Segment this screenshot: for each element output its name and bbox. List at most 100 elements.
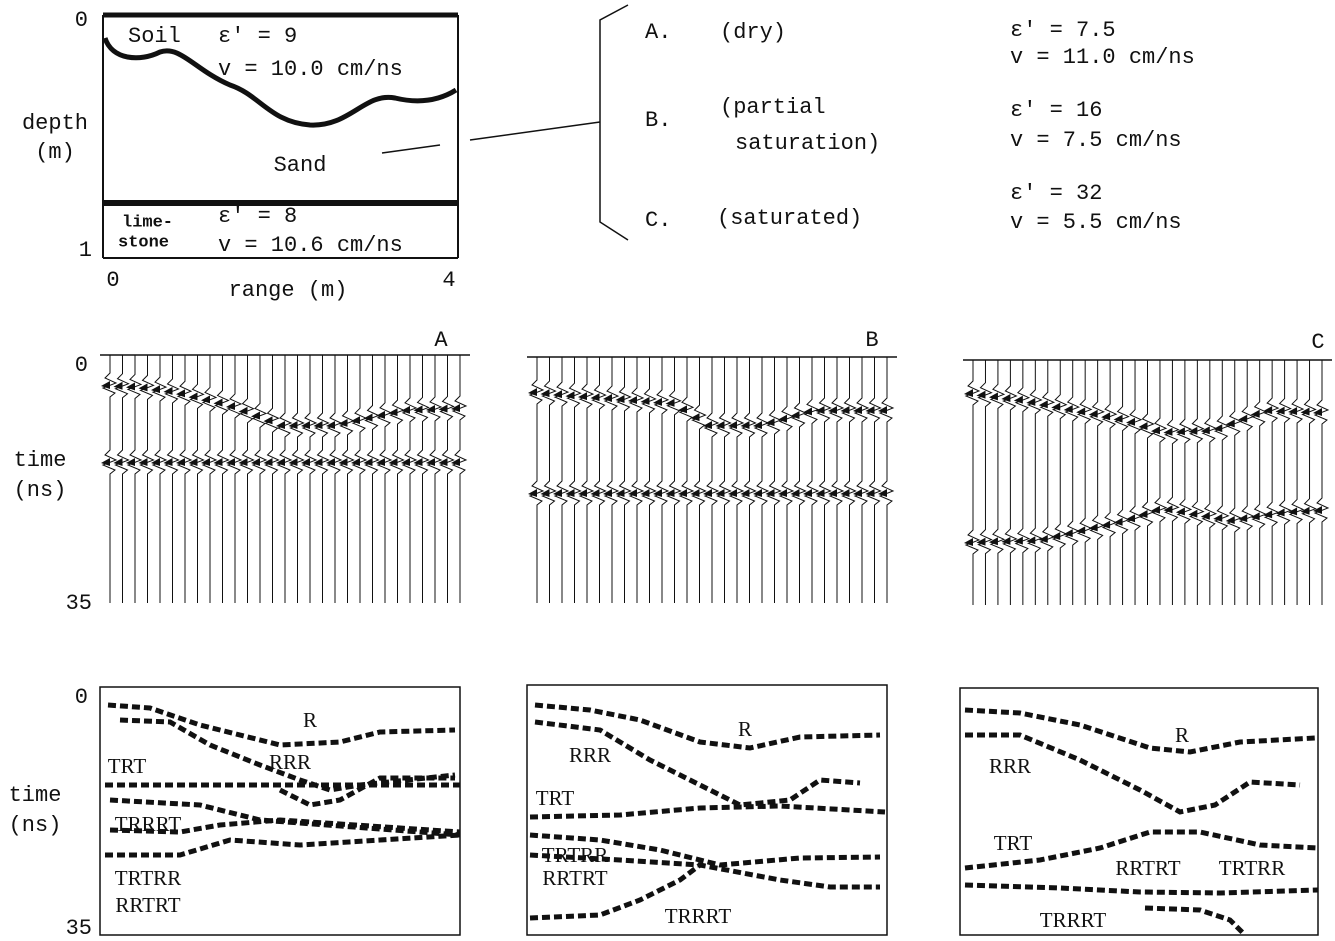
trace (226, 355, 243, 603)
ray-arrival (529, 852, 880, 890)
trace (866, 357, 882, 603)
trace-lobe (276, 458, 285, 466)
trace-lobe (313, 458, 323, 466)
axis-label: time (14, 448, 67, 473)
trace (853, 357, 870, 603)
trace-lobe (628, 395, 637, 404)
trace-lobe (176, 389, 185, 398)
trace-lobe (976, 537, 986, 546)
trace-lobe (1288, 407, 1298, 416)
ray-arrival (119, 717, 456, 793)
trace-lobe (126, 382, 135, 391)
trace-lobe (351, 416, 360, 425)
trace-lobe (1126, 417, 1136, 426)
ray-label: RRTRT (115, 893, 180, 917)
trace (566, 357, 582, 603)
trace-lobe (1238, 514, 1248, 523)
ray-arrival (529, 832, 881, 868)
trace-lobe (1001, 394, 1011, 402)
case-id: C. (645, 208, 671, 233)
trace (339, 355, 355, 603)
tick-label: 1 (79, 238, 92, 263)
trace (264, 355, 280, 603)
trace-lobe (578, 392, 587, 401)
soil-interface (102, 37, 458, 128)
trace-lobe (1313, 408, 1322, 416)
trace-lobe (1288, 507, 1298, 516)
trace-lobe (603, 489, 612, 497)
trace-lobe (276, 421, 285, 429)
trace-lobe (338, 458, 348, 466)
ray-arrival (529, 803, 886, 820)
axis-label: (ns) (9, 813, 62, 838)
trace-lobe (263, 458, 273, 466)
leader (381, 144, 441, 154)
trace (151, 355, 168, 603)
ray-arrival (109, 817, 461, 835)
trace-lobe (1063, 405, 1073, 414)
trace-lobe (1275, 406, 1285, 415)
trace-lobe (1163, 427, 1173, 436)
trace-lobe (528, 489, 537, 497)
trace-lobe (540, 389, 550, 398)
trace (1213, 360, 1230, 605)
ray-label: RRR (269, 750, 311, 774)
trace (1276, 360, 1292, 605)
trace-lobe (988, 392, 998, 401)
trace-lobe (1213, 424, 1223, 433)
case-condition: (partial (720, 95, 826, 120)
trace-lobe (213, 458, 223, 466)
tick-label: 35 (66, 916, 92, 941)
trace-lobe (113, 381, 123, 390)
trace-lobe (1076, 407, 1086, 416)
trace (1089, 360, 1105, 605)
trace-lobe (351, 458, 360, 466)
trace-lobe (790, 411, 800, 419)
trace-lobe (101, 458, 110, 466)
trace-lobe (840, 406, 850, 414)
tick-label: 4 (442, 268, 455, 293)
trace-lobe (878, 406, 887, 414)
trace (1201, 360, 1218, 605)
trace-lobe (803, 407, 812, 416)
ray-arrival (529, 863, 702, 921)
trace-lobe (553, 390, 562, 399)
trace (1139, 360, 1155, 605)
trace (628, 357, 645, 603)
trace-lobe (188, 392, 198, 401)
trace (326, 355, 343, 603)
trace-lobe (1188, 426, 1198, 435)
trace-lobe (1138, 422, 1148, 430)
ray-arrival (964, 882, 1319, 896)
ray-label: TRTRR (542, 843, 608, 867)
trace-lobe (765, 489, 775, 497)
trace (778, 357, 795, 603)
trace-lobe (151, 385, 160, 394)
model-labels: 0 1 depth (m) 0 4 range (m) Soil ε' = 9 … (9, 8, 1325, 941)
trace (351, 355, 368, 603)
layer-name: Soil (128, 24, 181, 49)
trace-lobe (401, 405, 410, 414)
trace (691, 357, 707, 603)
trace-lobe (1101, 520, 1111, 529)
trace-lobe (778, 414, 787, 423)
trace-lobe (363, 413, 373, 422)
ray-arrival (105, 832, 461, 858)
trace (616, 357, 632, 603)
trace (1251, 360, 1267, 605)
trace-lobe (1101, 412, 1111, 421)
case-eps: ε' = 16 (1010, 98, 1102, 123)
trace-lobe (1013, 395, 1023, 404)
panel-label: C (1311, 330, 1324, 355)
trace (653, 357, 670, 603)
ray-label: RRTRT (542, 866, 607, 890)
ray-label: R (738, 717, 752, 741)
trace-lobe (1200, 511, 1210, 520)
trace-lobe (176, 458, 185, 466)
ray-arrival (534, 719, 861, 808)
trace (139, 355, 155, 603)
trace (126, 355, 143, 603)
trace-lobe (1250, 409, 1260, 418)
trace-lobe (188, 458, 198, 466)
